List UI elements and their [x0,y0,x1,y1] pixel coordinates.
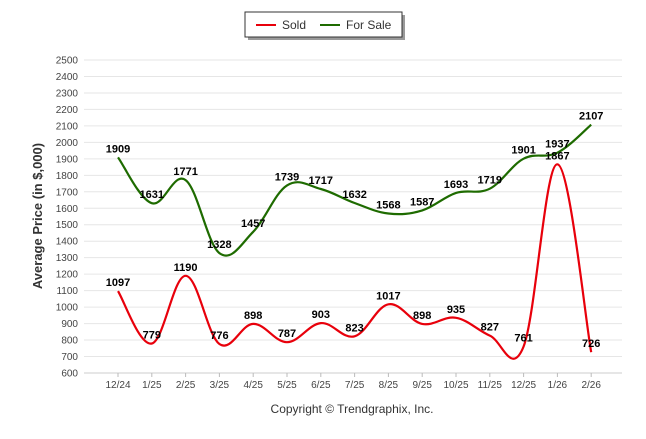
data-label-sold: 823 [345,322,363,334]
data-label-for-sale: 1693 [444,179,468,191]
y-tick-label: 2000 [56,138,79,149]
y-tick-label: 700 [61,352,78,363]
legend-label-for-sale: For Sale [346,18,392,32]
x-tick-label: 10/25 [443,380,468,391]
data-label-sold: 726 [582,338,600,350]
x-tick-label: 12/24 [105,380,130,391]
legend-label-sold: Sold [282,18,306,32]
y-tick-label: 1700 [56,187,79,198]
x-tick-label: 6/25 [311,380,331,391]
data-label-for-sale: 1937 [545,139,569,151]
data-label-sold: 1190 [174,262,198,274]
data-label-sold: 827 [481,322,499,334]
data-label-for-sale: 1587 [410,196,434,208]
x-tick-label: 2/25 [176,380,196,391]
x-tick-label: 4/25 [243,380,263,391]
data-label-for-sale: 1901 [511,145,535,157]
y-tick-label: 1100 [56,286,78,297]
x-tick-label: 7/25 [345,380,365,391]
x-tick-label: 5/25 [277,380,297,391]
series-line-sold [117,163,593,360]
data-label-sold: 776 [210,330,228,342]
y-tick-label: 1500 [56,220,79,231]
x-tick-label: 2/26 [581,380,601,391]
y-tick-label: 2300 [56,88,79,99]
x-tick-label: 8/25 [379,380,399,391]
grid-lines [84,59,622,374]
data-label-sold: 787 [278,328,296,340]
data-label-for-sale: 1457 [241,218,265,230]
y-axis-title: Average Price (in $,000) [30,143,45,289]
data-label-sold: 761 [514,332,532,344]
data-label-sold: 935 [447,304,465,316]
data-label-sold: 1867 [545,150,569,162]
copyright-footer: Copyright © Trendgraphix, Inc. [271,402,434,416]
data-label-for-sale: 1631 [140,189,164,201]
legend: Sold For Sale [244,11,405,40]
data-label-sold: 779 [143,330,161,342]
data-label-for-sale: 1328 [207,239,231,251]
data-label-for-sale: 1909 [106,143,130,155]
data-label-for-sale: 1717 [309,175,333,187]
y-tick-label: 600 [61,369,78,380]
data-label-for-sale: 1771 [173,166,197,178]
y-tick-label: 900 [61,319,78,330]
y-tick-label: 2100 [56,121,79,132]
x-tick-label: 1/26 [548,380,568,391]
x-tick-label: 1/25 [142,380,162,391]
y-tick-label: 1400 [56,237,79,248]
y-tick-label: 2500 [56,56,79,67]
x-tick-label: 9/25 [412,380,432,391]
series-lines [117,123,593,360]
data-label-for-sale: 1719 [478,175,502,187]
y-tick-label: 1200 [56,270,79,281]
y-tick-label: 1300 [56,253,79,264]
data-label-sold: 898 [413,310,431,322]
data-labels: 1097 779 1190 776 898 787 903 823 1017 898 935 827 7… [106,111,604,351]
data-label-for-sale: 1568 [376,200,400,212]
y-tick-label: 1000 [56,303,79,314]
data-label-sold: 1097 [106,277,130,289]
x-tick-label: 11/25 [478,380,503,391]
x-axis-ticks: 12/24 1/25 2/25 3/25 4/25 5/25 6/25 7/25 8/25 9/2… [84,372,622,391]
y-tick-label: 1900 [56,154,79,165]
y-tick-label: 1600 [56,204,79,215]
data-label-for-sale: 1632 [342,189,366,201]
y-tick-label: 2400 [56,72,79,83]
data-label-sold: 898 [244,310,262,322]
data-label-sold: 903 [312,309,330,321]
data-label-for-sale: 2107 [579,111,603,123]
x-tick-label: 3/25 [210,380,230,391]
x-tick-label: 12/25 [511,380,536,391]
y-tick-label: 1800 [56,171,79,182]
data-label-for-sale: 1739 [275,171,299,183]
y-tick-label: 2200 [56,105,79,116]
data-label-sold: 1017 [376,290,400,302]
y-axis-ticks: 600 700 800 900 1000 1100 1200 1300 1400 1500 1600… [56,56,79,380]
y-tick-label: 800 [61,336,78,347]
series-line-for-sale [117,123,592,257]
